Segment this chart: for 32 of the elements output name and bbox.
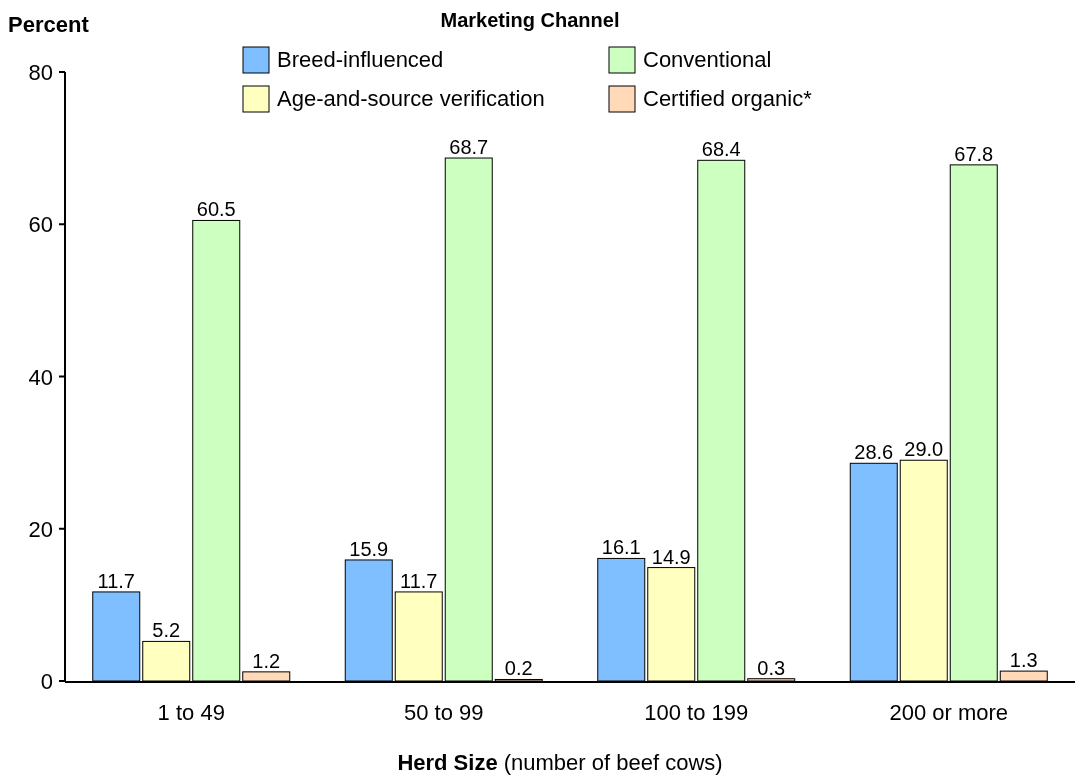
text: 11.7: [400, 569, 438, 592]
text: 14.9: [651, 545, 691, 568]
text: 11.7: [97, 569, 135, 592]
y-tick-label: 80: [28, 60, 53, 85]
text: 1.3: [1009, 649, 1038, 672]
text: 16.1: [601, 536, 641, 559]
x-tick-label: 50 to 99: [403, 700, 484, 725]
y-tick-label: 60: [28, 212, 53, 238]
text: 60.5: [196, 198, 236, 221]
x-tick-label: 200 or more: [889, 700, 1009, 725]
text: 68.4: [701, 138, 741, 161]
text: 28.6: [854, 441, 894, 464]
text: 68.7: [449, 136, 489, 159]
text: 29.0: [904, 438, 944, 461]
y-axis-title: Percent: [8, 12, 90, 37]
y-tick-label: 20: [28, 516, 53, 542]
legend-label: Conventional: [643, 47, 772, 72]
y-tick-label: 40: [28, 364, 53, 390]
text: 15.9: [349, 537, 389, 560]
text: 0.2: [504, 657, 533, 680]
x-tick-label: 1 to 49: [157, 700, 225, 725]
text: 1.2: [252, 649, 281, 672]
legend-title: Marketing Channel: [440, 9, 620, 31]
text: 67.8: [954, 142, 994, 165]
x-tick-label: 100 to 199: [644, 700, 749, 725]
legend-label: Certified organic*: [643, 86, 813, 111]
legend-label: Age-and-source verification: [277, 86, 545, 111]
y-tick-label: 0: [40, 669, 53, 694]
text: 5.2: [152, 619, 181, 642]
x-axis-title: Herd Size (number of beef cows): [397, 750, 723, 775]
text: 0.3: [757, 656, 786, 679]
legend-label: Breed-influenced: [277, 47, 444, 72]
